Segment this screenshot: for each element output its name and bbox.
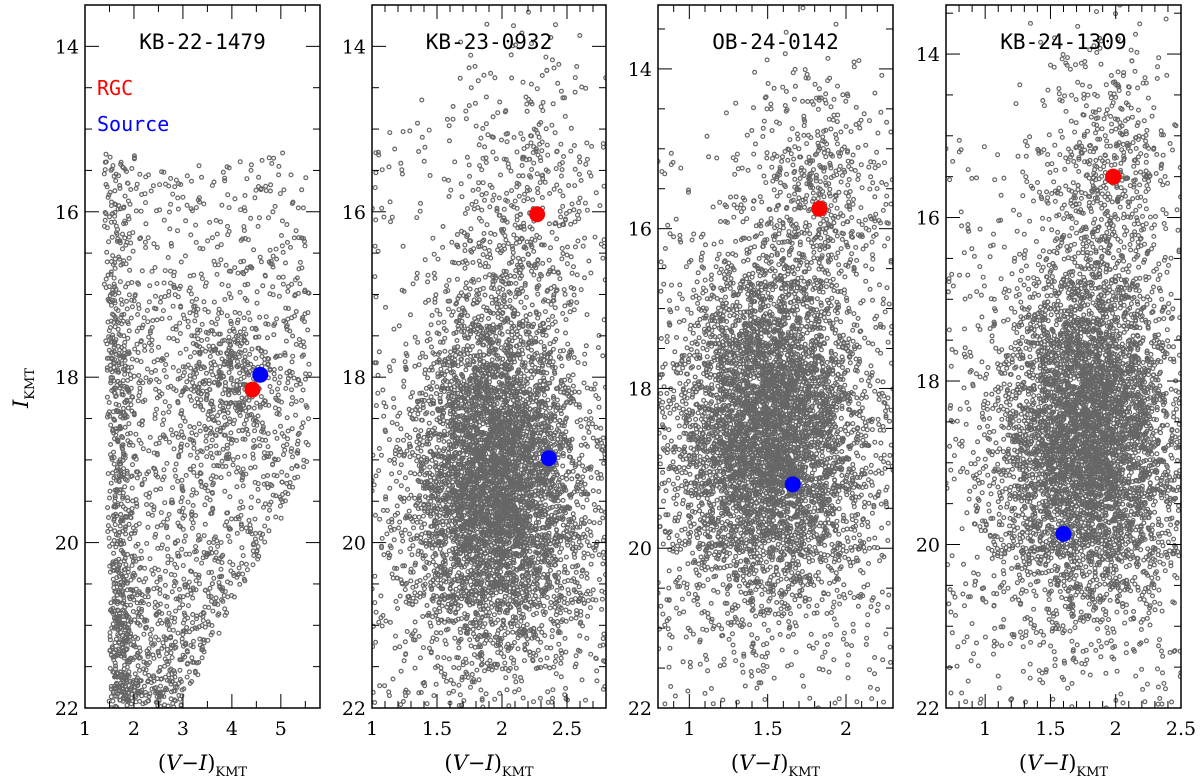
panel-title: OB-24-0142: [712, 30, 838, 54]
x-tick-label: 2: [128, 718, 140, 740]
y-tick-label: 18: [55, 367, 79, 389]
x-tick-label: 1: [79, 718, 91, 740]
x-tick-label: 2.5: [552, 718, 582, 740]
y-tick-label: 14: [628, 59, 652, 81]
legend-rgc: RGC: [97, 76, 133, 100]
x-tick-label: 1.5: [753, 718, 783, 740]
panel-title: KB-22-1479: [139, 30, 265, 54]
y-axis-label: IKMT: [9, 368, 38, 409]
x-tick-label: 1: [683, 718, 695, 740]
rgc-marker: [244, 382, 260, 398]
panel-2: 1 1.5 2 2.5 14 16 18 20 22 KB-23-0932 (V−I)KMT: [342, 5, 608, 780]
field-stars: [370, 10, 607, 709]
source-marker: [541, 450, 557, 466]
x-axis-label: (V−I)KMT: [1019, 751, 1109, 780]
field-stars: [944, 3, 1183, 710]
source-marker: [252, 367, 268, 383]
panels-group: 1 2 3 4 51416182022KB-22-1479(V−I)KMTRGCSour…: [55, 3, 1196, 780]
y-tick-label: 20: [916, 535, 940, 557]
x-axis-label: (V−I)KMT: [158, 751, 248, 780]
x-tick-label: 2: [840, 718, 852, 740]
field-stars: [656, 6, 895, 710]
source-marker: [1056, 526, 1072, 542]
y-tick-label: 18: [916, 371, 940, 393]
panel-4: 1 1.5 2 2.5 14 16 18 20 22 KB-24-1309 (V−I)KMT: [916, 3, 1196, 780]
panel-3: 1 1.5 2 14 16 18 20 22 OB-24-0142 (V−I)KMT: [628, 5, 895, 780]
y-tick-label: 16: [916, 208, 940, 230]
y-tick-label: 18: [628, 378, 652, 400]
rgc-marker: [529, 206, 545, 222]
rgc-marker: [1105, 169, 1121, 185]
y-tick-label: 22: [342, 698, 366, 720]
x-tick-label: 2: [1110, 718, 1122, 740]
y-tick-label: 20: [342, 533, 366, 555]
y-tick-label: 14: [55, 36, 79, 58]
x-tick-label: 1: [979, 718, 991, 740]
x-tick-label: 2.5: [1166, 718, 1196, 740]
panel-title: KB-24-1309: [1000, 30, 1126, 54]
x-tick-label: 5: [275, 718, 287, 740]
x-tick-label: 1.5: [1035, 718, 1065, 740]
y-tick-label: 22: [55, 698, 79, 720]
y-tick-label: 20: [628, 538, 652, 560]
legend-source: Source: [97, 112, 169, 136]
rgc-marker: [811, 201, 827, 217]
y-tick-label: 16: [628, 219, 652, 241]
y-tick-label: 14: [916, 44, 940, 66]
x-tick-label: 2: [496, 718, 508, 740]
x-tick-label: 3: [177, 718, 189, 740]
field-stars: [102, 151, 311, 710]
x-tick-label: 1.5: [422, 718, 452, 740]
y-tick-label: 16: [342, 202, 366, 224]
y-tick-label: 16: [55, 202, 79, 224]
source-marker: [785, 476, 801, 492]
x-axis-label: (V−I)KMT: [731, 751, 821, 780]
x-tick-label: 1: [366, 718, 378, 740]
panel-1: 1 2 3 4 5 14 16 18 20 22 KB-22-1479 (V−I)KMT RGC Sour…: [55, 5, 320, 780]
y-tick-label: 22: [916, 698, 940, 720]
y-tick-label: 20: [55, 533, 79, 555]
x-tick-label: 4: [226, 718, 238, 740]
y-tick-label: 14: [342, 36, 366, 58]
y-tick-label: 18: [342, 367, 366, 389]
panel-title: KB-23-0932: [426, 30, 552, 54]
y-tick-label: 22: [628, 698, 652, 720]
x-axis-label: (V−I)KMT: [444, 751, 534, 780]
